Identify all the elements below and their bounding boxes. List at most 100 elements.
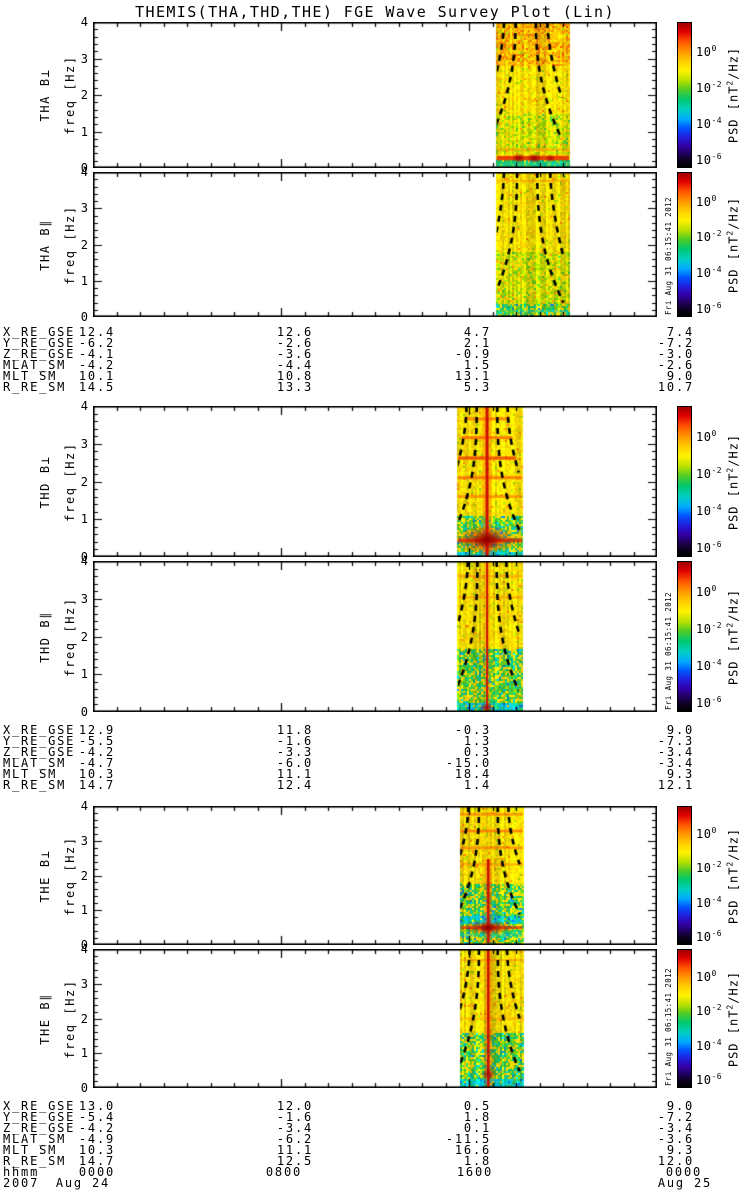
freq-tick-label: 3 xyxy=(80,51,88,66)
spectrogram-canvas-thd-B-perp xyxy=(93,406,657,557)
ephemeris-value: -3.4 xyxy=(657,756,694,770)
date-start-label: Aug 24 xyxy=(55,1176,110,1190)
freq-tick-label: 4 xyxy=(80,399,88,413)
ephemeris-value: -5.4 xyxy=(78,1110,115,1124)
ephemeris-value: -4.2 xyxy=(78,745,115,759)
freq-tick-label: 4 xyxy=(80,799,88,813)
ephemeris-row-label: X_RE_GSE xyxy=(3,325,76,339)
ephemeris-value: 1.8 xyxy=(463,1110,491,1124)
colorbar xyxy=(677,561,692,712)
ephemeris-value: -6.2 xyxy=(276,1132,313,1146)
plot-timestamp: Fri Aug 31 06:15:41 2012 xyxy=(664,592,673,710)
colorbar-unit-label: PSD [nT2/Hz] xyxy=(725,970,741,1067)
ephemeris-value: 18.4 xyxy=(454,767,491,781)
ephemeris-value: 14.5 xyxy=(78,380,115,394)
ephemeris-value: 13.3 xyxy=(276,380,313,394)
freq-tick-label: 1 xyxy=(80,512,88,527)
colorbar-tick-label: 10-2 xyxy=(696,79,723,95)
colorbar-tick-label: 10-2 xyxy=(696,465,723,481)
time-axis-label: hhmm xyxy=(3,1165,40,1179)
colorbar-tick-label: 10-4 xyxy=(696,265,723,281)
freq-tick-label: 2 xyxy=(80,474,88,489)
ephemeris-row-label: X_RE_GSE xyxy=(3,723,76,737)
ephemeris-row-label: Z_RE_GSE xyxy=(3,745,76,759)
time-tick-label: 0800 xyxy=(265,1165,302,1179)
colorbar-tick-label: 10-6 xyxy=(696,695,723,711)
ephemeris-value: 9.3 xyxy=(666,767,694,781)
colorbar-tick-label: 10-6 xyxy=(696,540,723,556)
colorbar-tick-label: 10-4 xyxy=(696,1038,723,1054)
ephemeris-value: -3.4 xyxy=(657,745,694,759)
freq-tick-label: 4 xyxy=(80,15,88,29)
ephemeris-value: -4.9 xyxy=(78,1132,115,1146)
ephemeris-value: -0.3 xyxy=(454,723,491,737)
chart-title: THEMIS(THA,THD,THE) FGE Wave Survey Plot… xyxy=(135,3,615,21)
ephemeris-value: 11.1 xyxy=(276,767,313,781)
ephemeris-value: -1.6 xyxy=(276,734,313,748)
ephemeris-value: 12.1 xyxy=(657,778,694,792)
colorbar-unit-label: PSD [nT2/Hz] xyxy=(725,433,741,530)
ephemeris-value: 2.1 xyxy=(463,336,491,350)
ephemeris-value: 9.0 xyxy=(666,723,694,737)
colorbar-tick-label: 10-6 xyxy=(696,300,723,316)
freq-tick-label: 3 xyxy=(80,591,88,606)
ephemeris-value: 12.4 xyxy=(276,778,313,792)
colorbar xyxy=(677,949,692,1088)
ephemeris-value: -3.4 xyxy=(276,1121,313,1135)
freq-tick-label: 1 xyxy=(80,1046,88,1061)
ephemeris-value: -0.9 xyxy=(454,347,491,361)
ephemeris-value: 10.8 xyxy=(276,369,313,383)
colorbar xyxy=(677,806,692,945)
freq-tick-label: 4 xyxy=(80,165,88,179)
ephemeris-value: 10.1 xyxy=(78,369,115,383)
time-tick-label: 0000 xyxy=(78,1165,115,1179)
ephemeris-row-label: MLAT_SM xyxy=(3,756,67,770)
plot-timestamp: Fri Aug 31 06:15:41 2012 xyxy=(664,968,673,1086)
ephemeris-value: 12.4 xyxy=(78,325,115,339)
ephemeris-value: 14.7 xyxy=(78,778,115,792)
ephemeris-value: 12.0 xyxy=(657,1154,694,1168)
ephemeris-value: -2.6 xyxy=(657,358,694,372)
year-label: 2007 xyxy=(3,1176,40,1190)
ephemeris-value: -3.6 xyxy=(276,347,313,361)
freq-tick-label: 2 xyxy=(80,237,88,252)
ephemeris-row-label: Y_RE_GSE xyxy=(3,1110,76,1124)
ephemeris-value: -4.4 xyxy=(276,358,313,372)
colorbar-tick-label: 10-4 xyxy=(696,658,723,674)
ephemeris-row-label: X_RE_GSE xyxy=(3,1099,76,1113)
ephemeris-value: -3.0 xyxy=(657,347,694,361)
colorbar-unit-label: PSD [nT2/Hz] xyxy=(725,46,741,144)
freq-tick-label: 2 xyxy=(80,88,88,102)
freq-tick-label: 3 xyxy=(80,833,88,848)
ephemeris-value: 5.3 xyxy=(463,380,491,394)
time-tick-label: 1600 xyxy=(456,1165,493,1179)
ephemeris-row-label: Z_RE_GSE xyxy=(3,347,76,361)
colorbar-tick-label: 100 xyxy=(696,43,717,59)
freq-tick-label: 1 xyxy=(80,903,88,918)
colorbar-tick-label: 10-6 xyxy=(696,1072,723,1088)
ephemeris-value: 0.5 xyxy=(463,1099,491,1113)
ephemeris-value: 0.3 xyxy=(463,745,491,759)
freq-tick-label: 4 xyxy=(80,554,88,568)
ephemeris-value: 12.9 xyxy=(78,723,115,737)
freq-tick-label: 1 xyxy=(80,273,88,288)
ephemeris-value: -4.1 xyxy=(78,347,115,361)
ephemeris-row-label: R_RE_SM xyxy=(3,380,67,394)
ephemeris-row-label: R_RE_SM xyxy=(3,778,67,792)
ephemeris-value: 12.6 xyxy=(276,325,313,339)
spectrogram-canvas-tha-B-perp xyxy=(93,22,657,168)
ephemeris-row-label: MLAT_SM xyxy=(3,358,67,372)
freq-tick-label: 3 xyxy=(80,201,88,216)
spectrogram-canvas-thd-B-par xyxy=(93,561,657,712)
ephemeris-value: 0.1 xyxy=(463,1121,491,1135)
ephemeris-value: -7.3 xyxy=(657,734,694,748)
colorbar-tick-label: 10-2 xyxy=(696,860,723,876)
ephemeris-value: 9.0 xyxy=(666,1099,694,1113)
ephemeris-value: 9.0 xyxy=(666,369,694,383)
ephemeris-value: 1.4 xyxy=(463,778,491,792)
freq-tick-label: 3 xyxy=(80,976,88,991)
colorbar-tick-label: 10-4 xyxy=(696,895,723,911)
freq-tick-label: 1 xyxy=(80,124,88,139)
colorbar-tick-label: 10-2 xyxy=(696,1003,723,1019)
